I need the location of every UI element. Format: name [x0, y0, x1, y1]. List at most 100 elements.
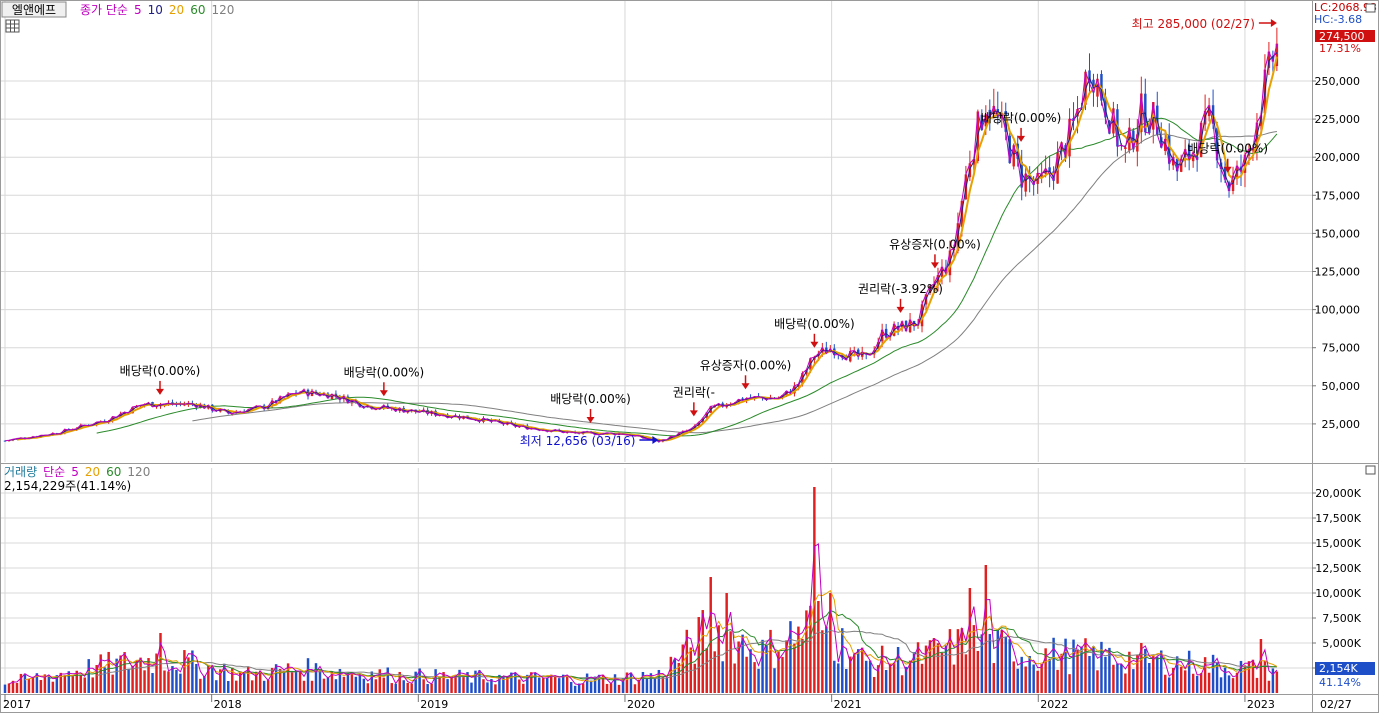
volume-bar [1167, 677, 1171, 693]
event-label: 배당락(0.00%) [1187, 142, 1268, 156]
volume-bar [486, 682, 489, 693]
volume-bar [864, 660, 868, 693]
volume-bar [63, 675, 67, 693]
volume-bar [557, 678, 561, 693]
volume-bar [402, 680, 405, 693]
volume-bar [1092, 646, 1095, 693]
volume-bar [1164, 674, 1167, 693]
legend-period: 60 [190, 3, 205, 17]
volume-bar [761, 639, 764, 693]
volume-bar [1219, 677, 1223, 693]
volume-bar [876, 665, 880, 693]
volume-bar [565, 675, 569, 693]
volume-bar [1267, 680, 1271, 693]
volume-bar [661, 677, 665, 693]
volume-bar [95, 665, 98, 693]
volume-bars [3, 487, 1279, 693]
candle-body [1004, 111, 1007, 132]
volume-bar [1108, 647, 1111, 693]
volume-bar [1171, 667, 1175, 693]
volume-bar [649, 673, 653, 693]
volume-bar [797, 626, 800, 693]
volume-bar [502, 676, 505, 693]
volume-bar [940, 652, 944, 693]
volume-bar [908, 660, 912, 693]
moving-average-ma10 [8, 52, 1278, 442]
volume-bar [1211, 654, 1215, 693]
candle-body [1092, 79, 1095, 93]
volume-bar [1191, 673, 1195, 693]
volume-bar [334, 679, 338, 693]
volume-bar [538, 677, 541, 693]
event-label: 권리락(- [673, 385, 715, 399]
volume-bar [781, 656, 784, 693]
volume-bar [956, 629, 960, 693]
volume-bar [1100, 641, 1103, 693]
event-arrow-head [810, 341, 819, 348]
volume-bar [27, 678, 31, 693]
volume-bar [789, 621, 792, 693]
stock-name-box[interactable] [1, 1, 67, 18]
volume-bar [115, 658, 118, 693]
volume-bar [478, 670, 481, 693]
volume-bar [872, 676, 876, 693]
volume-bar [1160, 650, 1163, 693]
candle-body [1267, 51, 1271, 68]
current-volume-box [1315, 662, 1375, 675]
candle-body [1076, 109, 1079, 117]
volume-bar [354, 676, 358, 693]
volume-bar [19, 673, 23, 693]
volume-bar [733, 663, 736, 693]
volume-bar [167, 671, 170, 693]
volume-bar [1140, 642, 1143, 693]
volume-bar [1183, 670, 1187, 693]
volume-bar [868, 660, 872, 693]
volume-bar [99, 654, 102, 693]
volume-bar [83, 677, 86, 693]
volume-bar [71, 676, 75, 693]
volume-bar [1032, 664, 1035, 693]
volume-bar [825, 626, 828, 693]
volume-bar [442, 672, 445, 693]
volume-bar [1255, 677, 1259, 693]
volume-bar [924, 645, 928, 693]
volume-bar [215, 680, 218, 693]
current-volume-ratio: 41.14% [1319, 676, 1361, 689]
volume-bar [350, 672, 354, 693]
volume-bar [633, 684, 637, 693]
volume-bar [183, 650, 186, 693]
volume-bar [1235, 673, 1239, 693]
volume-bar [1080, 646, 1083, 693]
maximize-price-icon[interactable] [1365, 3, 1376, 13]
event-label: 권리락(-3.92%) [858, 282, 943, 296]
volume-bar [713, 651, 716, 693]
volume-bar [605, 683, 609, 693]
volume-bar [474, 670, 477, 693]
volume-bar [928, 640, 932, 693]
volume-bar [589, 680, 593, 693]
volume-bar [769, 629, 772, 693]
volume-bar [1207, 672, 1211, 693]
volume-bar [613, 674, 617, 693]
maximize-volume-icon[interactable] [1365, 465, 1376, 475]
volume-bar [1175, 656, 1179, 693]
candle-body [1124, 147, 1127, 149]
volume-bar [996, 629, 1000, 693]
volume-bar [765, 645, 768, 693]
table-icon[interactable] [5, 19, 20, 33]
volume-bar [239, 671, 242, 693]
stock-name[interactable]: 엘앤에프 [12, 3, 56, 17]
volume-bar [326, 677, 330, 693]
volume-bar [282, 670, 286, 693]
volume-ma-vma5 [8, 543, 1278, 686]
volume-bar [837, 663, 840, 693]
volume-bar [581, 683, 585, 693]
event-label: 배당락(0.00%) [344, 365, 425, 379]
volume-bar [398, 671, 401, 693]
volume-bar [155, 653, 158, 693]
candle-body [896, 325, 900, 330]
volume-bar [290, 671, 294, 693]
volume-bar [123, 652, 126, 693]
volume-bar [1148, 663, 1151, 693]
volume-tick-label: 15,000K [1315, 537, 1361, 550]
